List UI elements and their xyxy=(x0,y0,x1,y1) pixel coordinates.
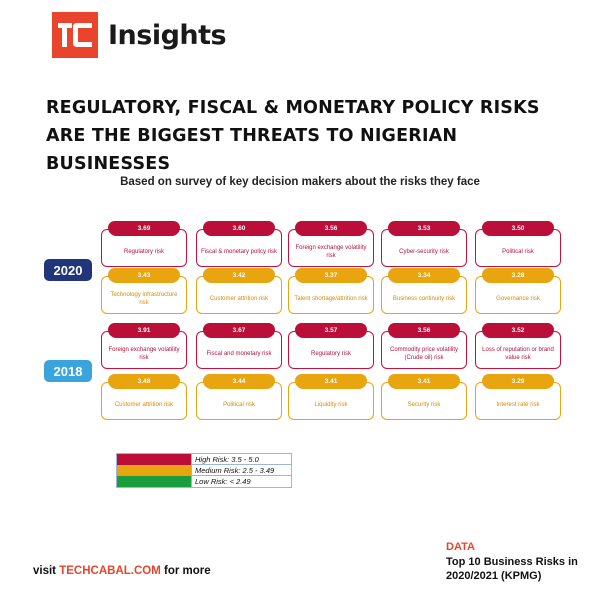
tc-logo-icon xyxy=(58,23,92,47)
risk-label: Interest rate risk xyxy=(496,401,540,408)
risk-label: Security risk xyxy=(407,401,441,408)
subtitle: Based on survey of key decision makers a… xyxy=(120,176,480,188)
risk-card: 3.37 Talent shortage/attrition risk xyxy=(288,268,374,314)
risk-card: 3.29 Interest rate risk xyxy=(475,374,561,420)
risk-score: 3.60 xyxy=(203,221,275,236)
risk-score: 3.43 xyxy=(108,268,180,283)
risk-card: 3.56 Commodity price volatility (Crude o… xyxy=(381,323,467,369)
legend-row-high: High Risk: 3.5 - 5.0 xyxy=(117,454,291,465)
headline: REGULATORY, FISCAL & MONETARY POLICY RIS… xyxy=(46,94,576,178)
risk-label: Technology infrastructure risk xyxy=(110,292,178,306)
risk-label: Political risk xyxy=(502,248,534,255)
risk-label: Cyber-security risk xyxy=(399,248,449,255)
risk-card: 3.43 Technology infrastructure risk xyxy=(101,268,187,314)
risk-card: 3.52 Loss of reputation or brand value r… xyxy=(475,323,561,369)
legend-row-low: Low Risk: < 2.49 xyxy=(117,476,291,487)
visit-prefix: visit xyxy=(33,565,57,577)
techcabal-logo[interactable] xyxy=(52,12,98,58)
risk-score: 3.41 xyxy=(295,374,367,389)
risk-card: 3.50 Political risk xyxy=(475,221,561,267)
risk-card: 3.41 Security risk xyxy=(381,374,467,420)
risk-label: Talent shortage/attrition risk xyxy=(294,295,368,302)
risk-card: 3.42 Customer attrition risk xyxy=(196,268,282,314)
visit-suffix: for more xyxy=(164,565,211,577)
risk-score: 3.67 xyxy=(203,323,275,338)
data-heading: DATA xyxy=(446,541,475,553)
legend-swatch-medium xyxy=(117,465,191,476)
risk-card: 3.41 Liquidity risk xyxy=(288,374,374,420)
risk-score: 3.28 xyxy=(482,268,554,283)
risk-card: 3.48 Customer attrition risk xyxy=(101,374,187,420)
legend-label: High Risk: 3.5 - 5.0 xyxy=(191,454,291,465)
risk-card: 3.34 Business continuity risk xyxy=(381,268,467,314)
footer-visit: visit TECHCABAL.COM for more xyxy=(33,565,211,577)
risk-card: 3.60 Fiscal & monetary policy risk xyxy=(196,221,282,267)
risk-score: 3.53 xyxy=(388,221,460,236)
risk-label: Fiscal and monetary risk xyxy=(206,350,272,357)
risk-label: Regulatory risk xyxy=(123,248,164,255)
headline-line-1: REGULATORY, FISCAL & MONETARY POLICY RIS… xyxy=(46,98,540,118)
risk-label: Business continuity risk xyxy=(392,295,456,302)
risk-score: 3.56 xyxy=(295,221,367,236)
risk-score: 3.34 xyxy=(388,268,460,283)
data-source: Top 10 Business Risks in 2020/2021 (KPMG… xyxy=(446,556,578,582)
risk-score: 3.37 xyxy=(295,268,367,283)
risk-legend: High Risk: 3.5 - 5.0 Medium Risk: 2.5 - … xyxy=(116,453,292,488)
legend-row-medium: Medium Risk: 2.5 - 3.49 xyxy=(117,465,291,476)
year-badge-2018: 2018 xyxy=(44,360,92,382)
risk-score: 3.44 xyxy=(203,374,275,389)
risk-label: Customer attrition risk xyxy=(114,401,174,408)
risk-score: 3.48 xyxy=(108,374,180,389)
risk-label: Liquidity risk xyxy=(314,401,348,408)
risk-card: 3.53 Cyber-security risk xyxy=(381,221,467,267)
risk-label: Regulatory risk xyxy=(310,350,351,357)
risk-card: 3.44 Political risk xyxy=(196,374,282,420)
risk-score: 3.69 xyxy=(108,221,180,236)
risk-label: Fiscal & monetary policy risk xyxy=(200,248,278,255)
risk-score: 3.57 xyxy=(295,323,367,338)
legend-swatch-low xyxy=(117,476,191,487)
risk-card: 3.69 Regulatory risk xyxy=(101,221,187,267)
brand-header: Insights xyxy=(52,12,227,58)
risk-label: Foreign exchange volatility risk xyxy=(295,245,367,259)
risk-card: 3.56 Foreign exchange volatility risk xyxy=(288,221,374,267)
risk-label: Foreign exchange volatility risk xyxy=(108,347,180,361)
risk-score: 3.91 xyxy=(108,323,180,338)
risk-score: 3.42 xyxy=(203,268,275,283)
risk-score: 3.41 xyxy=(388,374,460,389)
risk-label: Loss of reputation or brand value risk xyxy=(482,347,554,361)
risk-score: 3.56 xyxy=(388,323,460,338)
techcabal-link[interactable]: TECHCABAL.COM xyxy=(59,565,161,577)
risk-card: 3.57 Regulatory risk xyxy=(288,323,374,369)
legend-swatch-high xyxy=(117,454,191,465)
legend-label: Medium Risk: 2.5 - 3.49 xyxy=(191,465,291,476)
risk-card: 3.28 Governance risk xyxy=(475,268,561,314)
headline-line-2: ARE THE BIGGEST THREATS TO NIGERIAN BUSI… xyxy=(46,126,458,174)
risk-label: Governance risk xyxy=(496,295,540,302)
risk-label: Customer attrition risk xyxy=(209,295,269,302)
risk-score: 3.29 xyxy=(482,374,554,389)
legend-label: Low Risk: < 2.49 xyxy=(191,476,291,487)
risk-label: Commodity price volatility (Crude oil) r… xyxy=(389,347,459,361)
risk-card: 3.91 Foreign exchange volatility risk xyxy=(101,323,187,369)
risk-label: Political risk xyxy=(223,401,255,408)
brand-name: Insights xyxy=(108,19,227,51)
risk-score: 3.52 xyxy=(482,323,554,338)
risk-score: 3.50 xyxy=(482,221,554,236)
year-badge-2020: 2020 xyxy=(44,259,92,281)
risk-card: 3.67 Fiscal and monetary risk xyxy=(196,323,282,369)
